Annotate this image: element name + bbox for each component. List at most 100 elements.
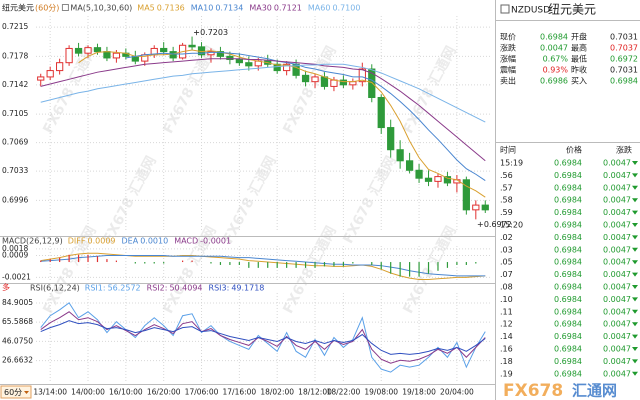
- trade-change: 0.0047: [603, 183, 631, 192]
- candle-body: [235, 59, 243, 64]
- candle-body: [273, 63, 281, 72]
- histogram-bar: [153, 262, 155, 264]
- candle-body: [396, 149, 404, 162]
- trade-price: 0.6984: [554, 233, 582, 242]
- histogram-bar: [238, 262, 240, 265]
- trade-price: 0.6984: [554, 171, 582, 180]
- histogram-bar: [437, 262, 439, 271]
- histogram-bar: [59, 257, 61, 263]
- field-value: 0.0047: [540, 44, 568, 53]
- x-tick-label: 18/02:00: [260, 388, 294, 397]
- histogram-bar: [219, 262, 222, 265]
- down-arrow: [632, 272, 638, 277]
- down-arrow: [632, 247, 638, 252]
- histogram-bar: [380, 262, 382, 270]
- indicator-label: MA(5,10,30,60): [70, 4, 132, 13]
- y-tick-label: 84.9005: [2, 298, 33, 307]
- x-tick-label: 17/06:00: [185, 388, 219, 397]
- candle-body: [188, 44, 196, 48]
- down-arrow: [632, 198, 638, 203]
- field-value: 0.6972: [610, 55, 638, 64]
- trade-header: 时间: [500, 145, 516, 155]
- series-line: [40, 58, 486, 162]
- down-arrow: [632, 359, 638, 364]
- y-tick-label: -0.0021: [2, 272, 31, 281]
- legend-value: 49.1718: [231, 284, 264, 293]
- series-line: [40, 311, 486, 364]
- trade-change: 0.0047: [603, 233, 631, 242]
- candle-body: [216, 51, 225, 57]
- candle-body: [339, 79, 348, 86]
- symbol-icon: [500, 4, 510, 14]
- x-tick-label: 17/16:00: [223, 388, 257, 397]
- candle-body: [377, 96, 385, 129]
- y-tick-label: 65.5868: [2, 317, 33, 326]
- x-tick-label: 14/00:00: [71, 388, 105, 397]
- histogram-bar: [248, 262, 250, 268]
- indicator-label: MACD(26,12,9): [2, 237, 63, 246]
- trade-change: 0.0047: [603, 283, 631, 292]
- legend-name: MA5: [137, 4, 154, 13]
- down-arrow: [632, 235, 638, 240]
- legend-name: MA30: [249, 4, 272, 13]
- down-arrow: [632, 371, 638, 376]
- legend-name: DEA: [122, 237, 139, 246]
- chart-subtitle: (60分): [35, 4, 59, 13]
- x-tick-label: 13/14:00: [33, 388, 67, 397]
- trade-time: .57: [500, 183, 513, 192]
- period-button[interactable]: [0, 385, 32, 399]
- trade-time: .59: [500, 208, 513, 217]
- y-tick-label: 0.7105: [2, 109, 28, 118]
- histogram-bar: [144, 262, 146, 264]
- indicator-icon: [61, 4, 69, 11]
- legend-value: 0.0009: [88, 237, 116, 246]
- histogram-bar: [276, 262, 278, 268]
- trade-time: .58: [500, 196, 513, 205]
- trade-time: .05: [500, 258, 513, 267]
- field-label: 卖出: [500, 76, 516, 86]
- trade-price: 0.6984: [554, 270, 582, 279]
- candle-body: [415, 169, 423, 179]
- histogram-bar: [267, 262, 269, 268]
- histogram-bar: [163, 262, 165, 264]
- field-label: 震幅: [500, 65, 516, 75]
- series-line: [40, 252, 486, 281]
- x-tick-label: 19/18:00: [402, 388, 436, 397]
- trade-change: 0.0047: [603, 159, 631, 168]
- logo: FX678 汇通网: [503, 381, 617, 400]
- logo-brand: FX678: [503, 381, 563, 400]
- y-tick-label: 0.6996: [2, 195, 28, 204]
- trade-change: 0.0047: [603, 332, 631, 341]
- y-tick-label: 0.7142: [2, 80, 28, 89]
- y-tick-label: 26.6632: [2, 356, 33, 365]
- y-tick-label: 0.7178: [2, 51, 28, 60]
- dropdown-arrow[interactable]: [24, 391, 29, 394]
- indicator-label: RSI(6,12,24): [30, 284, 80, 293]
- field-label: 涨跌: [500, 43, 516, 53]
- trade-time: .11: [500, 307, 513, 316]
- histogram-bar: [314, 262, 316, 268]
- candle-body: [424, 177, 433, 182]
- trade-change: 0.0047: [603, 307, 631, 316]
- histogram-bar: [210, 262, 212, 264]
- trade-price: 0.6984: [554, 258, 582, 267]
- x-tick-label: 19/08:00: [364, 388, 398, 397]
- histogram-bar: [40, 260, 42, 263]
- legend-name: RSI2:: [147, 284, 168, 293]
- trade-price: 0.6984: [554, 208, 582, 217]
- candle-body: [405, 160, 414, 171]
- extreme-label: 0.7203: [200, 28, 228, 37]
- period-label[interactable]: 60分: [4, 388, 22, 397]
- trade-price: 0.6984: [554, 320, 582, 329]
- trade-price: 0.6984: [554, 183, 582, 192]
- y-tick-label: 46.0750: [2, 336, 33, 345]
- histogram-bar: [323, 262, 326, 267]
- down-arrow: [632, 334, 638, 339]
- field-label: 买入: [571, 77, 587, 86]
- trade-price: 0.6984: [554, 159, 582, 168]
- histogram-bar: [295, 262, 297, 268]
- field-label: 涨幅: [500, 54, 516, 64]
